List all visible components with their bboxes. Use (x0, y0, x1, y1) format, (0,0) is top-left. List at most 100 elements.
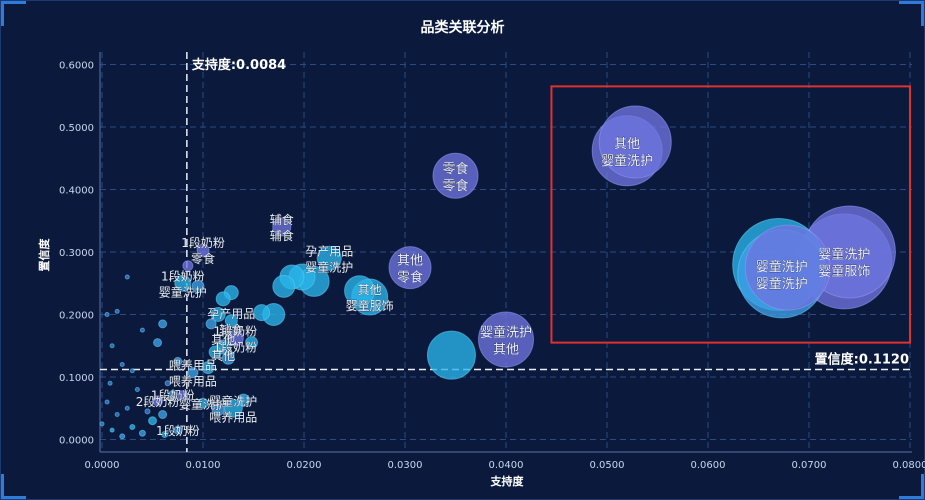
x-tick-label: 0.0500 (589, 460, 624, 471)
bubble-label: 喂养用品 (209, 409, 257, 424)
y-tick-label: 0.1000 (59, 373, 94, 384)
bubble-label: 零食 (191, 251, 215, 266)
y-tick-label: 0.3000 (59, 248, 94, 259)
bubble-point (124, 405, 130, 411)
bubble-label: 1段奶粉 (151, 388, 195, 403)
bubble-label: 1段奶粉 (214, 323, 258, 338)
bubble-point (139, 327, 145, 333)
bubble-label: 辅食 (219, 322, 243, 337)
bubble-label: 婴童洗护 (159, 284, 207, 299)
bubble-label: 婴童洗护 (179, 396, 227, 411)
bubble-point (224, 314, 238, 328)
bubble-label: 2段奶粉 (136, 394, 180, 409)
x-tick-label: 0.0300 (388, 460, 423, 471)
bubble-point (109, 427, 115, 433)
corner-decoration (1, 1, 26, 26)
bubble-point (236, 393, 250, 407)
bubble-label: 零食 (442, 161, 468, 177)
bubble-point (129, 368, 135, 374)
bubble-point (344, 275, 376, 307)
bubble-point (253, 304, 271, 322)
bubble-point (201, 361, 215, 375)
bubble-label: 婴童洗护 (756, 276, 808, 292)
bubble-label: 其他 (211, 333, 235, 347)
bubble-label: 孕产用品 (207, 307, 255, 321)
bubble-point (164, 380, 171, 387)
support-reference-label: 支持度:0.0084 (191, 57, 286, 73)
y-axis-label: 置信度 (37, 238, 51, 272)
bubble-point (388, 246, 432, 290)
bubble-point (272, 274, 296, 298)
bubble-point (144, 408, 151, 415)
bubble-point (173, 356, 183, 366)
bubble-point (197, 397, 209, 409)
bubble-label: 婴童洗护 (601, 153, 653, 169)
bubble-label: 其他 (397, 254, 423, 269)
bubble-label: 1段奶粉 (181, 235, 225, 250)
bubble-point (272, 217, 292, 237)
y-tick-label: 0.4000 (59, 186, 94, 197)
bubble-point (221, 351, 235, 365)
chart-title: 品类关联分析 (420, 20, 505, 36)
bubble-point (208, 345, 222, 359)
bubble-point (119, 362, 125, 367)
bubble-point (191, 279, 205, 293)
bubble-label: 零食 (397, 270, 423, 286)
x-axis-label: 支持度 (490, 474, 525, 488)
bubble-label: 婴童洗护 (209, 393, 257, 408)
bubble-label: 零食 (442, 178, 468, 194)
x-tick-label: 0.0600 (690, 460, 725, 471)
reference-lines: 支持度:0.0084 置信度:0.1120 (100, 52, 912, 452)
bubble-label: 婴童服饰 (346, 298, 394, 313)
bubble-point (109, 343, 115, 349)
bubble-point (316, 245, 342, 271)
bubble-point (152, 395, 164, 407)
bubble-point (158, 410, 168, 419)
bubble-point (226, 329, 244, 347)
bubble-point (153, 338, 163, 348)
bubble-point (174, 274, 192, 292)
bubble-point (432, 152, 479, 199)
highlight-box-group (550, 85, 911, 344)
bubble-label: 喂养用品 (169, 374, 217, 389)
bubble-point (107, 380, 113, 386)
x-tick-label: 0.0700 (791, 460, 826, 471)
bubble-point (215, 291, 231, 307)
bubble-point (210, 307, 226, 322)
bubble-point (148, 416, 158, 426)
bubble-point (177, 390, 189, 402)
bubble-point (598, 105, 672, 179)
bubble-point (158, 319, 168, 329)
bubble-label: 其他 (614, 137, 640, 152)
bubble-label: 婴童洗护 (305, 259, 353, 274)
bubble-label: 1段奶粉 (214, 339, 258, 354)
bubble-point (478, 311, 534, 368)
x-tick-label: 0.0100 (186, 460, 221, 471)
highlight-box (550, 85, 911, 344)
x-tick-label: 0.0000 (85, 460, 120, 471)
bubble-label: 婴童服饰 (818, 263, 870, 279)
bubble-point (134, 387, 140, 392)
bubble-label: 婴童洗护 (480, 325, 532, 341)
bubble-point (426, 330, 476, 380)
bubble-label: 1段奶粉 (156, 423, 200, 438)
bubble-point (114, 308, 120, 314)
y-tick-label: 0.0000 (59, 436, 94, 447)
bubble-point (124, 274, 130, 280)
bubble-point (168, 390, 178, 399)
corner-decoration (899, 474, 924, 499)
bubbles (99, 105, 896, 440)
confidence-reference-label: 置信度:0.1120 (815, 352, 909, 368)
bubble-labels: 其他婴童洗护婴童洗护婴童服饰婴童洗护婴童洗护零食零食其他零食婴童洗护其他其他婴童… (136, 137, 871, 439)
bubble-label: 婴童洗护 (756, 259, 808, 275)
axes: 0.0000 0.0100 0.0200 0.0300 0.0400 0.0500 0.06… (59, 52, 925, 471)
bubble-point (196, 243, 210, 257)
bubble-point (173, 425, 183, 435)
bubble-point (161, 431, 169, 438)
bubble-point (187, 367, 199, 379)
y-tick-label: 0.5000 (59, 123, 94, 134)
x-tick-label: 0.0200 (287, 460, 322, 471)
bubble-label: 婴童洗护 (818, 246, 870, 262)
bubble-label: 辅食 (270, 228, 294, 243)
bubble-point (129, 424, 136, 430)
